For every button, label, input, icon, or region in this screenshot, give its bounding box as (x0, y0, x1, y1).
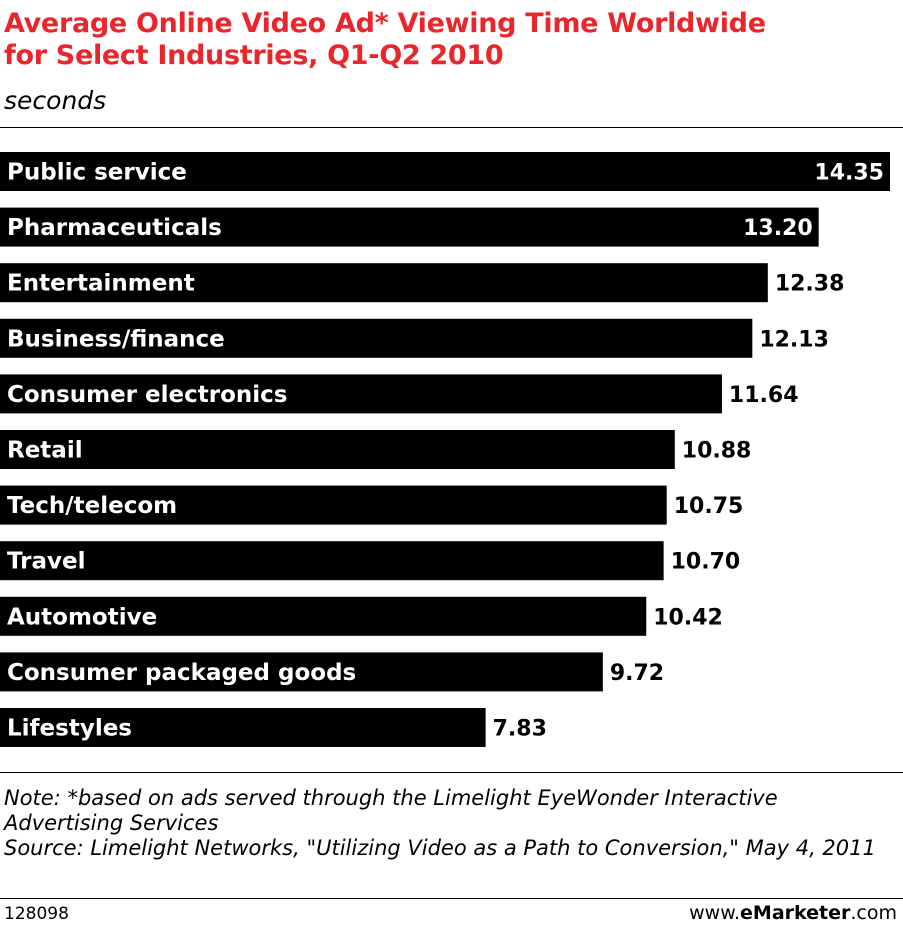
bar-2 (0, 263, 768, 303)
brand-prefix: www. (689, 902, 741, 924)
chart-title: Average Online Video Ad* Viewing Time Wo… (4, 8, 894, 72)
bar-chart: Public service 14.35 Pharmaceuticals 13.20 E… (0, 152, 890, 747)
bar-0 (0, 152, 890, 191)
chart-id: 128098 (4, 904, 69, 924)
category-label-3: Business/finance (7, 326, 225, 352)
bar-6 (0, 485, 667, 525)
note-text: Note: *based on ads served through the L… (4, 786, 778, 835)
source-text: Source: Limelight Networks, "Utilizing V… (4, 836, 876, 860)
bar-8 (0, 596, 647, 636)
chart-title-line-1: Average Online Video Ad* Viewing Time Wo… (4, 8, 766, 39)
category-label-4: Consumer electronics (7, 382, 287, 408)
bar-1 (0, 207, 819, 247)
value-label-7: 10.70 (671, 550, 741, 575)
category-label-2: Entertainment (7, 271, 195, 297)
category-label-1: Pharmaceuticals (7, 215, 222, 241)
footer-divider (0, 898, 903, 899)
value-label-8: 10.42 (653, 605, 723, 630)
bar-10 (0, 708, 486, 747)
notes-divider (0, 772, 903, 773)
bar-3 (0, 318, 753, 358)
value-label-1: 13.20 (743, 216, 813, 241)
bar-9 (0, 652, 603, 692)
chart-title-line-2: for Select Industries, Q1-Q2 2010 (4, 40, 504, 71)
value-label-9: 9.72 (610, 661, 664, 686)
category-label-8: Automotive (7, 604, 157, 630)
value-label-3: 12.13 (759, 327, 829, 352)
bar-7 (0, 541, 664, 581)
category-label-6: Tech/telecom (7, 493, 177, 519)
category-label-9: Consumer packaged goods (7, 660, 356, 686)
value-label-6: 10.75 (674, 494, 744, 519)
value-label-5: 10.88 (682, 439, 752, 464)
brand-link[interactable]: www.eMarketer.com (689, 902, 897, 924)
brand-suffix: .com (850, 902, 897, 924)
bar-4 (0, 374, 722, 414)
value-label-2: 12.38 (775, 272, 845, 297)
value-label-0: 14.35 (814, 161, 884, 186)
category-label-10: Lifestyles (7, 716, 132, 742)
value-label-10: 7.83 (493, 717, 547, 742)
value-label-4: 11.64 (729, 383, 799, 408)
category-label-7: Travel (7, 549, 86, 575)
category-label-0: Public service (7, 160, 187, 186)
bar-5 (0, 430, 675, 469)
chart-subtitle: seconds (4, 86, 107, 115)
brand-name: eMarketer (740, 902, 851, 924)
chart-notes: Note: *based on ads served through the L… (4, 786, 899, 861)
category-label-5: Retail (7, 438, 83, 464)
top-divider (0, 127, 903, 128)
